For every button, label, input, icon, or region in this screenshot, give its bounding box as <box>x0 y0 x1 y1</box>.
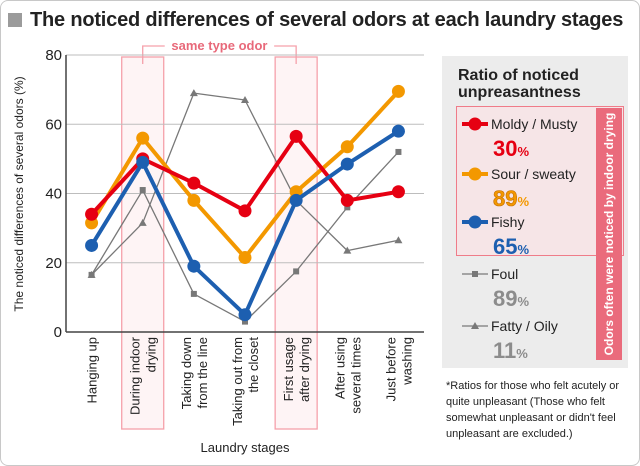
y-axis-label: The noticed differences of several odors… <box>12 76 26 311</box>
x-tick-label: After using several times <box>332 337 363 414</box>
legend-title-text: Ratio of noticed unpreasantness <box>458 67 581 101</box>
annotation-bracket-right <box>274 45 297 64</box>
data-point-sour <box>187 193 201 207</box>
x-tick-label: Just before washing <box>383 337 414 401</box>
data-point-fishy <box>391 124 405 138</box>
legend-item-ratio: 89% <box>493 286 529 312</box>
legend-ratio-value: 89 <box>493 186 518 212</box>
data-point-fishy <box>85 238 99 252</box>
data-point-fishy <box>187 259 201 273</box>
legend-ratio-value: 65 <box>493 234 518 259</box>
legend-ratio-unit: % <box>517 194 530 209</box>
x-tick-label: Taking down from the line <box>179 337 210 409</box>
legend-item-label: Moldy / Musty <box>491 116 578 132</box>
legend-item-ratio: 89% <box>493 186 529 212</box>
legend-ratio-value: 89 <box>493 286 518 311</box>
x-axis-label: Laundry stages <box>201 440 290 455</box>
y-tick-label: 40 <box>45 186 62 203</box>
annotation-bracket-left <box>142 45 165 64</box>
x-tick-label-line: During indoor <box>128 336 143 415</box>
data-point-fatty <box>189 89 198 97</box>
x-tick-label: Taking out from the closet <box>230 337 261 426</box>
legend-ratio-value: 11 <box>493 338 517 363</box>
legend-title: Ratio of noticed unpreasantness <box>458 67 640 101</box>
data-point-fatty <box>343 246 352 254</box>
highlight-band <box>121 56 165 430</box>
legend-ratio-unit: % <box>517 294 530 309</box>
x-tick-label-line: Taking out from <box>230 337 245 426</box>
data-point-moldy <box>85 207 99 221</box>
data-point-sour <box>238 251 252 265</box>
chart-title-row: The noticed differences of several odors… <box>8 8 623 32</box>
legend-swatch-foul <box>462 271 488 277</box>
chart-title: The noticed differences of several odors… <box>30 8 624 31</box>
annotation-text: same type odor <box>171 38 267 53</box>
x-tick-label: Hanging up <box>85 337 100 404</box>
data-point-sour <box>136 131 150 145</box>
footnote: *Ratios for those who felt acutely or qu… <box>446 380 620 440</box>
legend-swatch-marker <box>468 117 482 131</box>
data-point-fishy <box>238 308 252 322</box>
y-tick-label: 0 <box>54 324 62 341</box>
legend-item-label: Foul <box>491 266 519 282</box>
data-point-fatty <box>241 96 249 104</box>
legend-swatch-marker <box>468 167 482 181</box>
legend-item-ratio: 30% <box>493 136 529 162</box>
y-tick-label: 60 <box>45 116 62 133</box>
x-tick-label-line: Taking down <box>179 337 194 409</box>
legend-swatch-marker <box>468 215 482 229</box>
x-tick-label: During indoor drying <box>128 336 159 415</box>
x-tick-label-line: several times <box>348 337 363 414</box>
data-point-moldy <box>289 129 303 143</box>
legend-ratio-unit: % <box>517 144 530 159</box>
data-point-fishy <box>340 157 354 171</box>
legend-item-ratio: 65% <box>493 234 529 260</box>
title-square-icon <box>8 13 22 27</box>
data-point-fatty <box>394 236 403 244</box>
side-label-bar <box>596 108 622 360</box>
legend-swatch-sour <box>462 167 488 181</box>
x-tick-label-line: Hanging up <box>85 337 100 404</box>
x-tick-label-line: After using <box>332 337 347 399</box>
data-point-foul <box>293 268 300 275</box>
y-tick-label: 80 <box>45 47 62 64</box>
x-tick-label-line: drying <box>144 337 159 372</box>
legend-swatch-fishy <box>462 215 488 229</box>
legend-swatch-marker <box>471 322 479 329</box>
x-tick-label-line: from the line <box>195 337 210 409</box>
data-point-foul <box>344 204 351 211</box>
x-tick-label: First usage after drying <box>281 337 312 402</box>
x-tick-label-line: the closet <box>246 337 261 393</box>
legend-item-label: Fatty / Oily <box>491 318 558 334</box>
data-point-foul <box>395 148 402 155</box>
x-tick-label-line: Just before <box>383 337 398 401</box>
legend-ratio-value: 30 <box>493 136 518 161</box>
data-point-sour <box>340 140 354 154</box>
data-point-moldy <box>340 193 354 207</box>
data-point-moldy <box>187 176 201 190</box>
legend-ratio-unit: % <box>516 346 528 361</box>
data-point-moldy <box>391 185 405 199</box>
data-point-foul <box>242 318 248 325</box>
legend-swatch-marker <box>472 271 478 277</box>
legend-swatch-fatty <box>462 322 488 329</box>
x-tick-label-line: after drying <box>297 337 312 402</box>
data-point-foul <box>190 290 197 297</box>
y-tick-label: 20 <box>45 255 62 272</box>
data-point-fatty <box>87 270 96 278</box>
legend-ratio-unit: % <box>517 242 530 257</box>
legend-item-label: Fishy <box>491 214 525 230</box>
data-point-fatty <box>138 218 147 226</box>
legend-swatch-moldy <box>462 117 488 131</box>
legend-item-label: Sour / sweaty <box>491 166 576 182</box>
data-point-fishy <box>136 155 150 169</box>
data-point-foul <box>139 187 146 194</box>
data-point-sour <box>391 84 405 98</box>
x-tick-label-line: washing <box>399 337 414 386</box>
legend-item-ratio: 11% <box>493 338 528 364</box>
x-tick-label-line: First usage <box>281 337 296 401</box>
data-point-fishy <box>289 193 303 207</box>
data-point-moldy <box>238 204 252 218</box>
